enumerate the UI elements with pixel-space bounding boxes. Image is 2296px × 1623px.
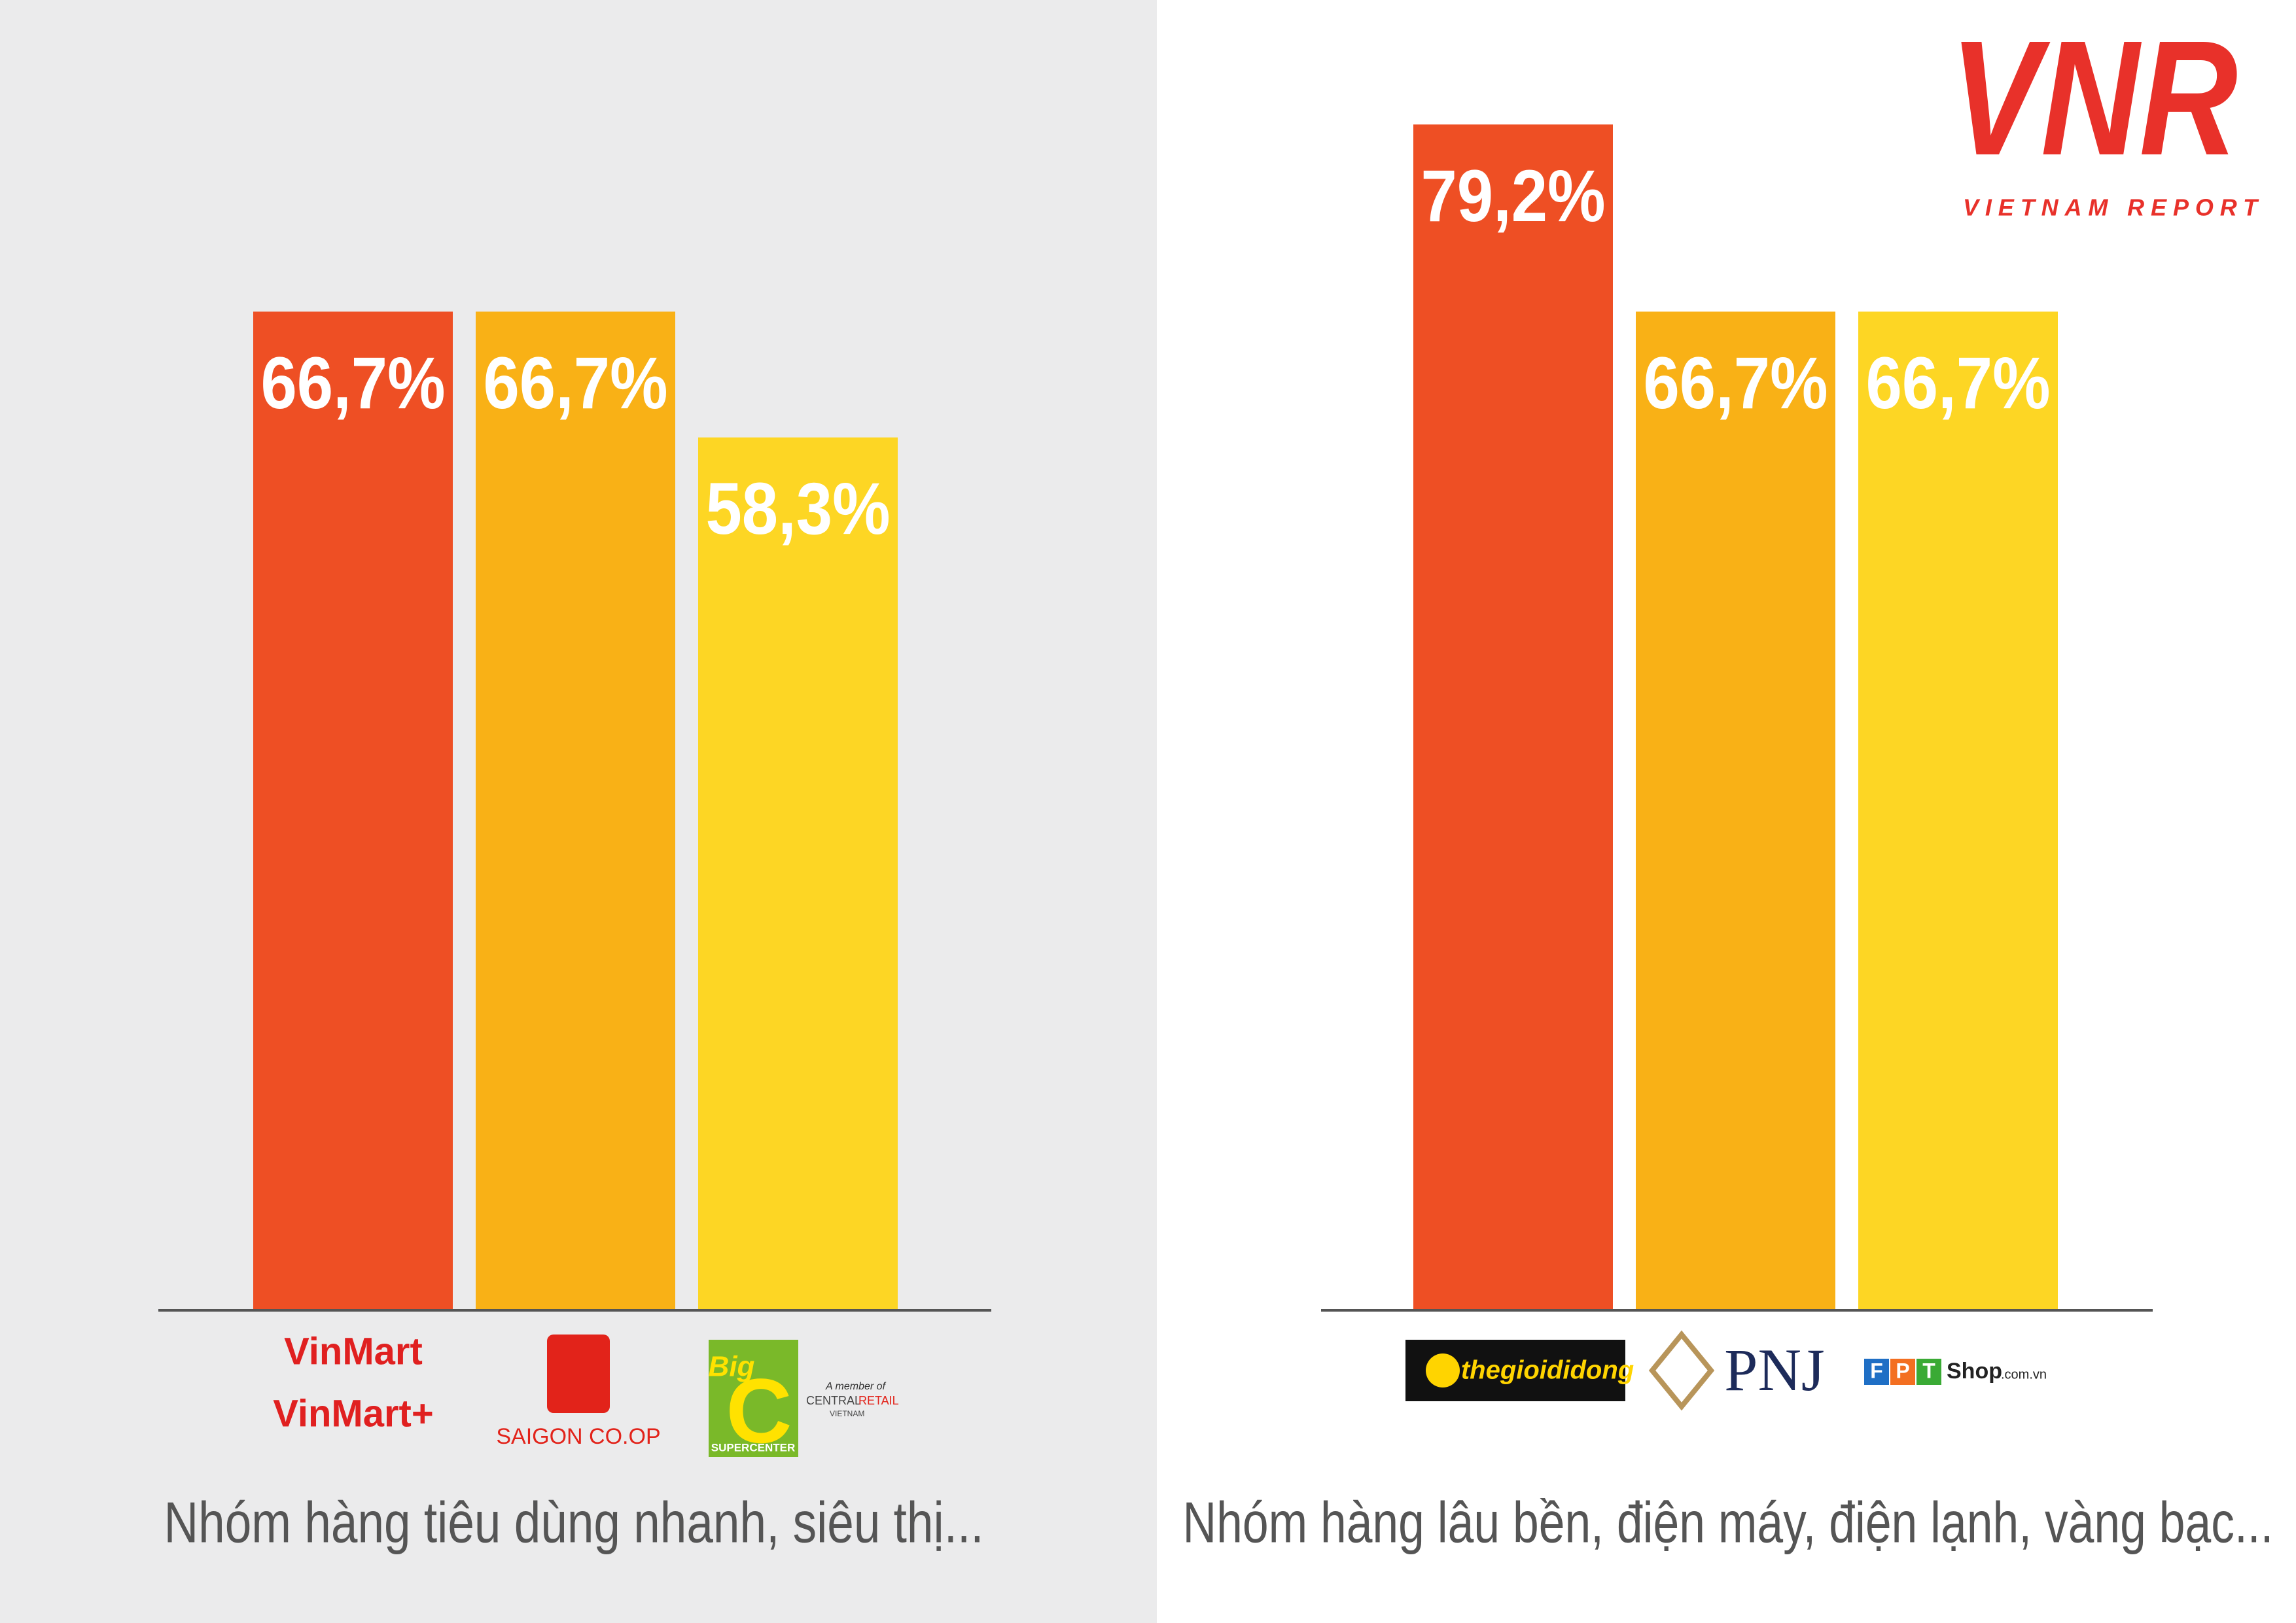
category-label: VinMart (284, 1330, 423, 1372)
category-label: P (1896, 1359, 1909, 1382)
bar (476, 311, 675, 1310)
bar (1858, 311, 2058, 1310)
category-label: thegioididong (1461, 1356, 1634, 1385)
category-label: PNJ (1724, 1336, 1824, 1403)
value-label: 58,3% (706, 468, 891, 550)
category-label: SAIGON CO.OP (496, 1424, 660, 1449)
value-label: 66,7% (261, 342, 446, 424)
category-label: CENTRAL (806, 1394, 861, 1407)
category-label: VIETNAM (830, 1409, 864, 1418)
fpt-t-box (1916, 1359, 1941, 1385)
bar (1636, 311, 1835, 1310)
category-label: C (726, 1359, 792, 1462)
category-label: VinMart+ (273, 1392, 434, 1435)
category-label: A member of (825, 1381, 887, 1392)
x-axis-label: Nhóm hàng lâu bền, điện máy, điện lạnh, … (1183, 1490, 2274, 1554)
fpt-f-box (1864, 1359, 1889, 1385)
pnj-icon (1648, 1330, 1715, 1411)
bar (698, 437, 898, 1311)
category-label: T (1922, 1359, 1935, 1382)
category-label: RETAIL (858, 1394, 899, 1407)
value-label: 66,7% (484, 342, 668, 424)
category-label: SUPERCENTER (711, 1441, 795, 1454)
bigc-box (709, 1340, 798, 1457)
tgdd-icon (1426, 1353, 1460, 1387)
logo-mark: VNR (1950, 7, 2238, 189)
category-label: F (1870, 1359, 1883, 1382)
bar (1413, 124, 1613, 1310)
category-label: .com.vn (2001, 1367, 2047, 1382)
category-label: Shop (1947, 1359, 2002, 1384)
value-label: 66,7% (1644, 342, 1828, 424)
value-label: 66,7% (1866, 342, 2051, 424)
coop-icon (547, 1335, 610, 1413)
category-label: Big (709, 1351, 755, 1383)
value-label: 79,2% (1421, 155, 1606, 237)
fpt-p-box (1890, 1359, 1915, 1385)
x-axis-label: Nhóm hàng tiêu dùng nhanh, siêu thị... (164, 1490, 984, 1554)
bar (253, 311, 453, 1310)
